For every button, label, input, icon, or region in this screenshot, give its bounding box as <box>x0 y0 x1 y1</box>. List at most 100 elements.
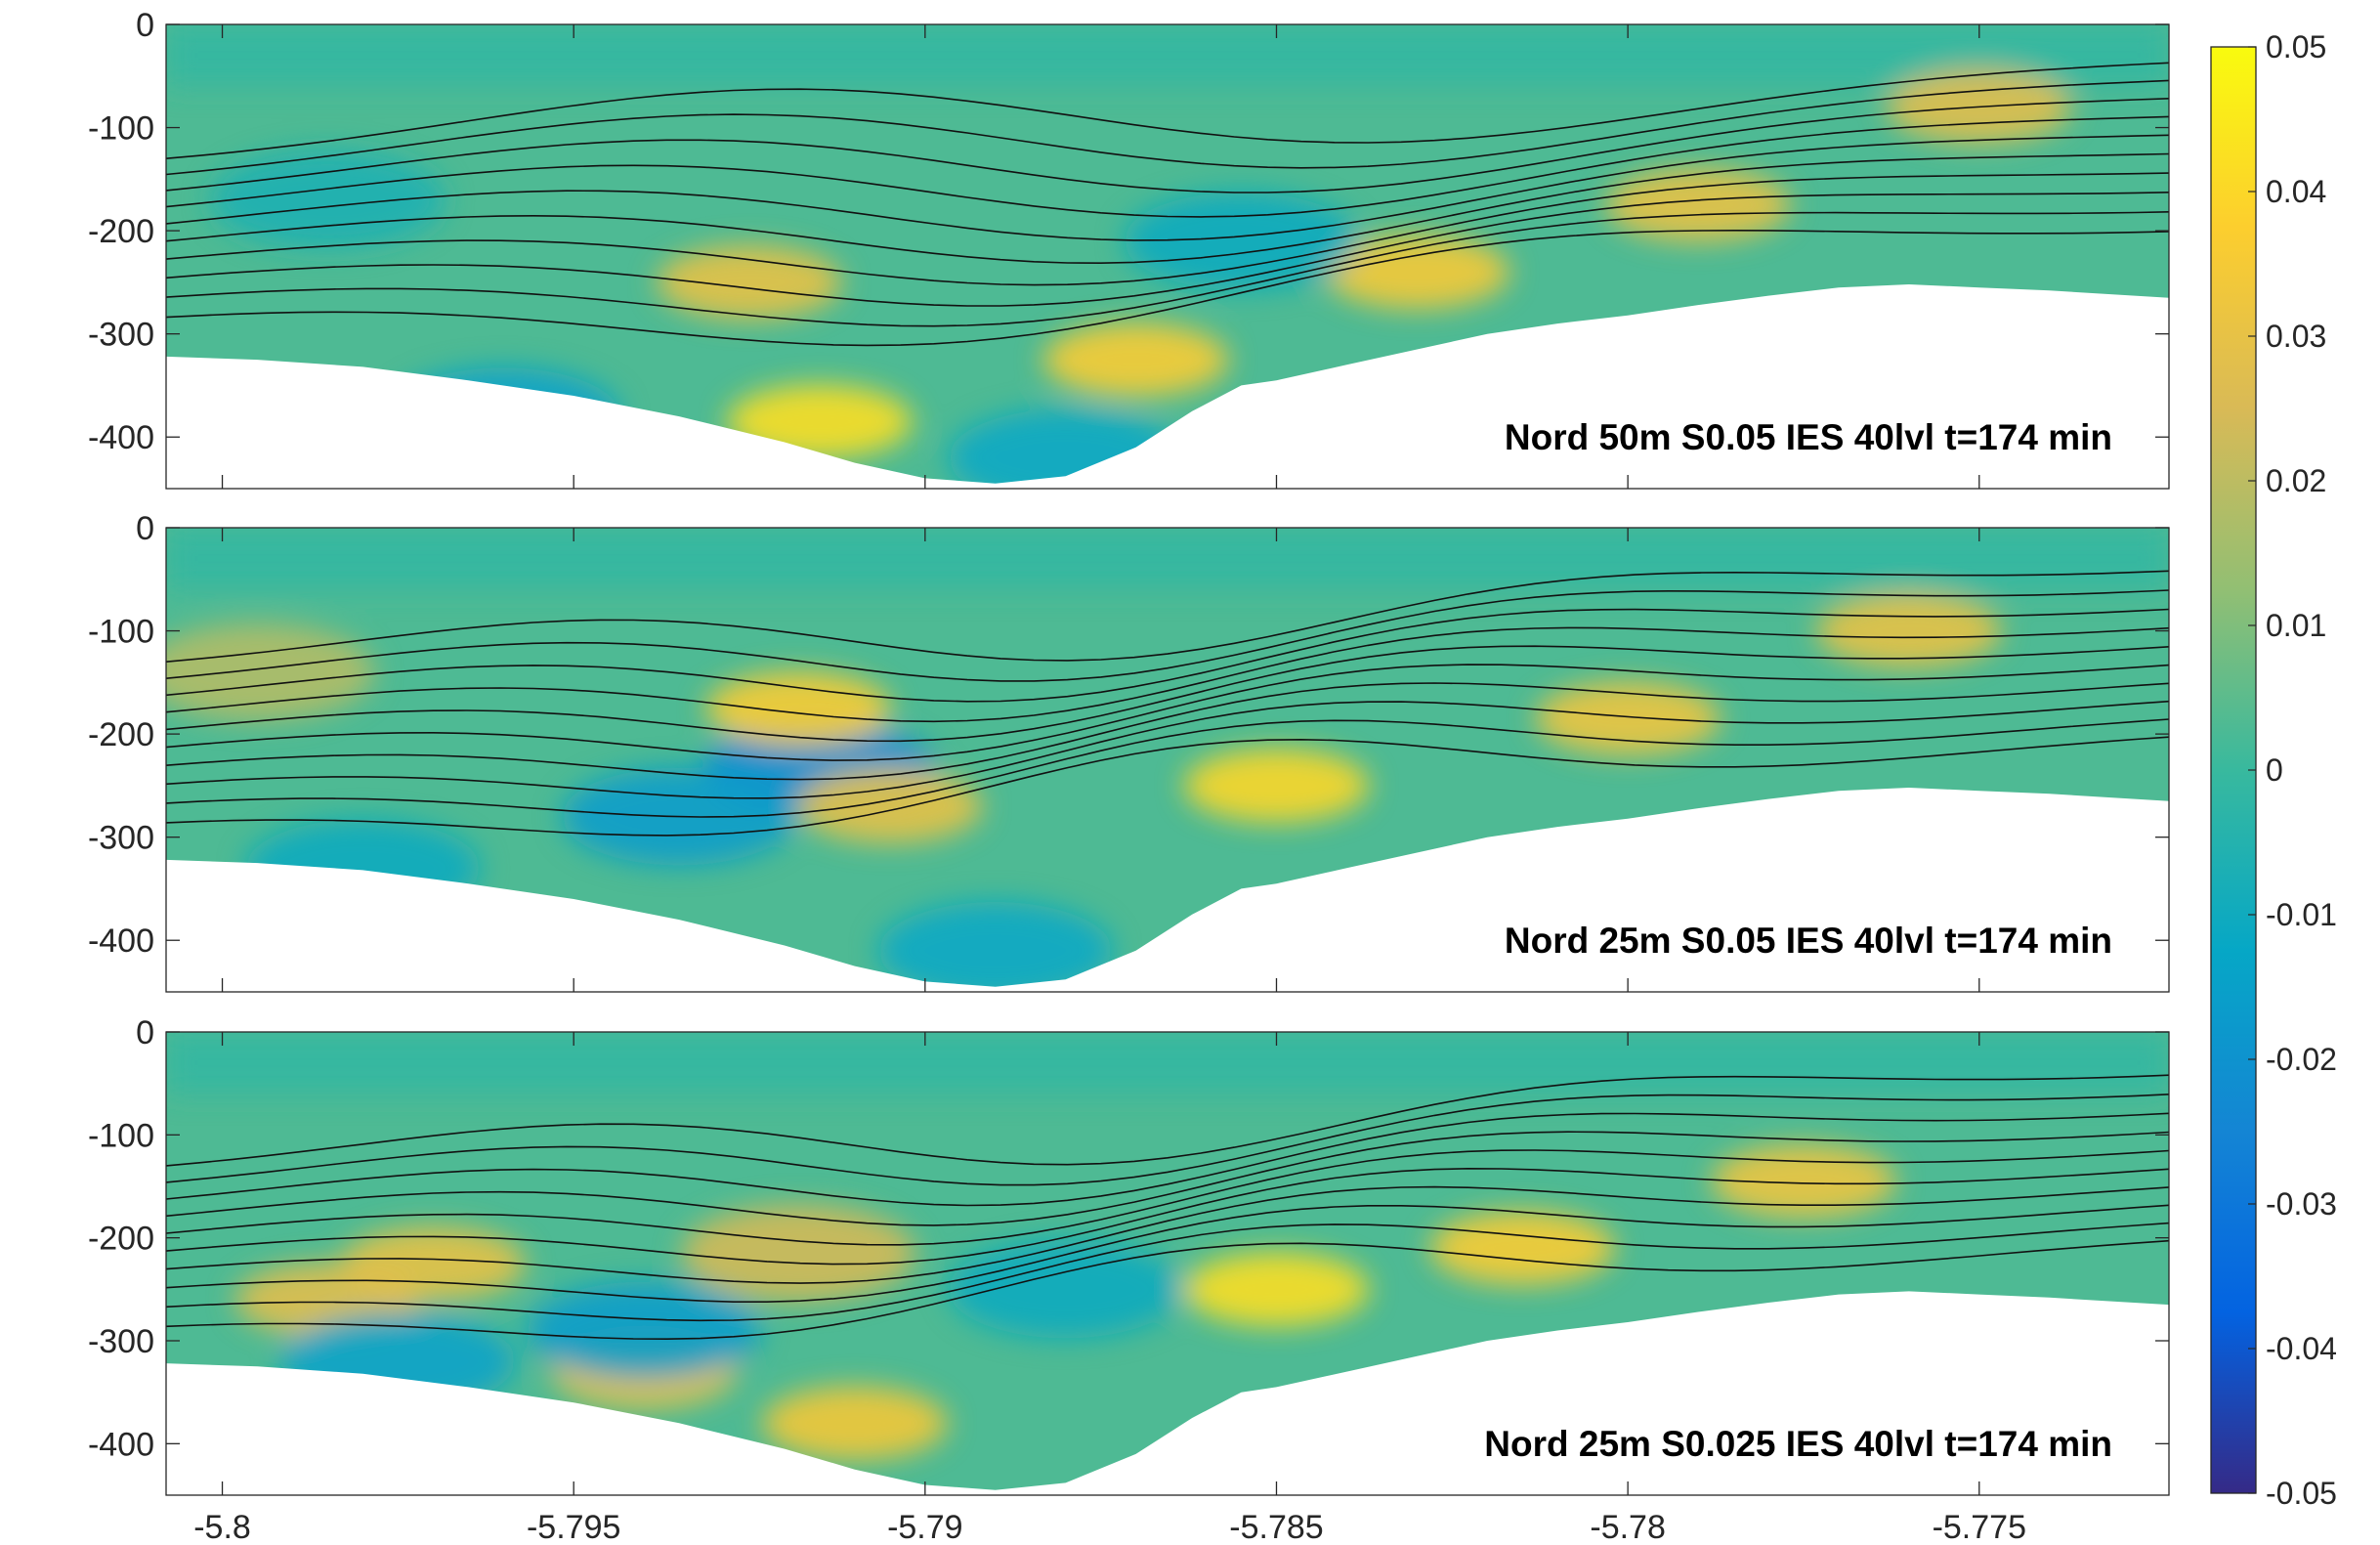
isopycnal-line <box>166 211 2169 327</box>
isopycnal-line <box>166 608 2169 703</box>
panel-1-label: Nord 50m S0.05 IES 40lvl t=174 min <box>1505 417 2112 457</box>
panel-1-y-axis: 0 -100 -200 -300 -400 <box>88 7 2169 456</box>
y-tick-label: -300 <box>88 317 154 354</box>
panel-2-label: Nord 25m S0.05 IES 40lvl t=174 min <box>1505 921 2112 961</box>
isopycnal-line <box>166 682 2169 781</box>
panel-1-x-ticks <box>221 24 1980 489</box>
y-tick-label: -300 <box>88 1323 154 1360</box>
isopycnal-line <box>166 152 2169 265</box>
isopycnal-line <box>166 1149 2169 1246</box>
isopycnal-line <box>166 1094 2169 1186</box>
panel-1-isopycnal-contours <box>166 62 2169 347</box>
surface-band <box>166 1032 2169 1094</box>
isopycnal-line <box>166 570 2169 663</box>
x-tick-label: -5.8 <box>193 1509 251 1545</box>
isopycnal-line <box>166 1222 2169 1322</box>
panel-3-x-axis: -5.8 -5.795 -5.79 -5.785 -5.78 -5.775 <box>193 1032 2026 1545</box>
isopycnal-line <box>166 172 2169 286</box>
panel-2-plot-area <box>166 528 2169 992</box>
y-tick-label: -400 <box>88 1426 154 1463</box>
isopycnal-line <box>166 1074 2169 1167</box>
x-tick-label: -5.785 <box>1229 1509 1323 1545</box>
y-tick-label: 0 <box>136 7 154 44</box>
panel-2-isopycnal-contours <box>166 570 2169 837</box>
anomaly-blob <box>210 150 446 249</box>
colorbar-tick-label: -0.01 <box>2266 897 2337 932</box>
colorbar-tick-label: 0.02 <box>2266 463 2326 498</box>
anomaly-blob <box>796 769 983 843</box>
panel-3-y-axis: 0 -100 -200 -300 -400 <box>88 1014 2169 1463</box>
y-tick-label: -100 <box>88 614 154 651</box>
panel-1-seafloor-mask <box>166 284 2169 489</box>
isopycnal-line <box>166 192 2169 307</box>
anomaly-blob <box>657 244 843 320</box>
isopycnal-line <box>166 589 2169 682</box>
isopycnal-line <box>166 664 2169 761</box>
isopycnal-line <box>166 1167 2169 1266</box>
panel-2: 0 -100 -200 -300 -400 Nord 25m S0.05 IES 40l… <box>88 510 2170 993</box>
isopycnal-line <box>166 1239 2169 1341</box>
colorbar: 0.05 0.04 0.03 0.02 0.01 0 -0.01 -0.02 -0.03 -0.0… <box>2210 29 2337 1511</box>
x-tick-label: -5.775 <box>1933 1509 2026 1545</box>
anomaly-blob <box>166 622 375 721</box>
panel-1: 0 -100 -200 -300 -400 Nord 50m S0.05 IES 40l… <box>88 7 2170 490</box>
anomaly-blob <box>1815 593 2002 668</box>
isopycnal-line <box>166 1204 2169 1303</box>
panel-1-plot-area <box>166 24 2169 489</box>
isopycnal-line <box>166 645 2169 743</box>
anomaly-blob <box>1324 235 1510 310</box>
isopycnal-line <box>166 98 2169 193</box>
x-tick-label: -5.79 <box>887 1509 963 1545</box>
y-tick-label: -100 <box>88 1117 154 1154</box>
y-tick-label: -400 <box>88 923 154 960</box>
panel-3-plot-area <box>166 1032 2169 1495</box>
colorbar-tick-label: -0.02 <box>2266 1042 2337 1077</box>
y-tick-label: -100 <box>88 110 154 148</box>
panel-3: 0-100-200-300-400 -5.8 -5.795 -5.79 -5.785-… <box>88 1014 2170 1545</box>
panel-3-axes-frame <box>165 1031 2170 1496</box>
panel-2-axes-frame <box>165 527 2170 993</box>
colorbar-tick-label: -0.03 <box>2266 1186 2337 1222</box>
isopycnal-line <box>166 626 2169 723</box>
panel-2-x-ticks <box>221 528 1980 992</box>
panel-2-y-axis: 0 -100 -200 -300 -400 <box>88 510 2169 960</box>
y-tick-label: -300 <box>88 820 154 857</box>
anomaly-blob <box>1183 1252 1370 1327</box>
y-tick-label: 0 <box>136 1014 154 1051</box>
isopycnal-line <box>166 229 2169 347</box>
x-tick-label: -5.78 <box>1590 1509 1666 1545</box>
panel-3-seafloor-mask <box>166 1291 2169 1495</box>
isopycnal-line <box>166 718 2169 818</box>
anomaly-blob <box>948 1240 1183 1339</box>
panel-1-axes-frame <box>165 23 2170 490</box>
isopycnal-line <box>166 1112 2169 1207</box>
isopycnal-line <box>166 79 2169 176</box>
isopycnal-line <box>166 1131 2169 1226</box>
anomaly-blob <box>1429 1211 1616 1286</box>
isopycnal-line <box>166 62 2169 159</box>
panel-3-label: Nord 25m S0.025 IES 40lvl t=174 min <box>1484 1424 2112 1464</box>
colorbar-tick-label: -0.04 <box>2266 1331 2337 1366</box>
surface-band <box>166 528 2169 590</box>
anomaly-blob <box>1605 167 1792 242</box>
anomaly-blob <box>1183 748 1370 823</box>
anomaly-blob <box>761 1386 948 1461</box>
isopycnal-line <box>166 134 2169 241</box>
y-tick-label: 0 <box>136 510 154 547</box>
y-tick-label: -200 <box>88 1221 154 1258</box>
panel-2-seafloor-mask <box>166 788 2169 992</box>
y-tick-label: -400 <box>88 419 154 456</box>
isopycnal-line <box>166 1185 2169 1284</box>
colorbar-ticks: 0.05 0.04 0.03 0.02 0.01 0 -0.01 -0.02 -0.03 -0.0… <box>2248 29 2337 1511</box>
colorbar-tick-label: 0.05 <box>2266 29 2326 64</box>
colorbar-tick-label: -0.05 <box>2266 1476 2337 1511</box>
x-tick-label: -5.795 <box>527 1509 620 1545</box>
anomaly-blob <box>527 1281 762 1380</box>
panel-3-anomaly-field <box>166 1032 2169 1461</box>
anomaly-blob <box>705 670 892 746</box>
colorbar-tick-label: 0.03 <box>2266 319 2326 354</box>
isopycnal-line <box>166 700 2169 799</box>
y-tick-label: -200 <box>88 716 154 753</box>
panel-3-isopycnal-contours <box>166 1074 2169 1341</box>
colorbar-tick-label: 0.04 <box>2266 174 2326 209</box>
